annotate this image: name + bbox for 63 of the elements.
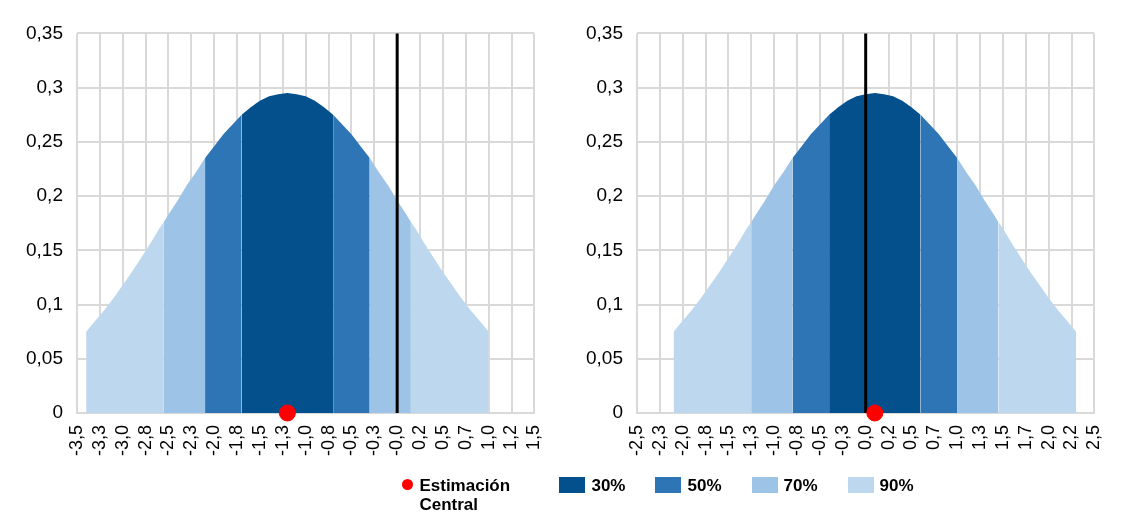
y-tick-label: 0,2 [596, 184, 623, 206]
y-tick-label: 0,05 [26, 346, 63, 368]
x-tick-label: 1,2 [500, 424, 521, 451]
x-tick-label: 0,2 [409, 424, 430, 451]
y-tick-label: 0,25 [26, 130, 63, 152]
x-tick-label: 1,5 [991, 424, 1012, 451]
x-tick-label: 2,0 [1037, 424, 1058, 451]
x-tick-label: 2,5 [1083, 424, 1104, 451]
x-tick-label: -1,8 [694, 424, 715, 457]
x-tick-label: -3,3 [88, 424, 109, 457]
x-tick-label: -1,3 [740, 424, 761, 457]
x-tick-label: 1,0 [946, 424, 967, 451]
x-tick-label: -2,3 [648, 424, 669, 457]
x-tick-label: 1,3 [969, 424, 990, 451]
x-tick-label: -2,0 [203, 424, 224, 457]
legend-label: 70% [783, 476, 818, 495]
legend-label: 30% [591, 476, 626, 495]
y-tick-label: 0,1 [596, 292, 623, 314]
y-tick-label: 0,15 [586, 238, 623, 260]
x-tick-label: 0,0 [854, 424, 875, 451]
x-tick-label: 0,5 [900, 424, 921, 451]
x-tick-label: -3,5 [65, 424, 86, 457]
x-tick-label: 1,7 [1014, 424, 1035, 451]
y-tick-label: 0,05 [586, 346, 623, 368]
y-tick-label: 0,3 [36, 75, 63, 97]
x-tick-label: 1,5 [523, 424, 544, 451]
x-tick-label: 0,7 [923, 424, 944, 451]
y-tick-label: 0,15 [26, 238, 63, 260]
y-tick-label: 0,25 [586, 130, 623, 152]
y-tick-label: 0,35 [26, 21, 63, 43]
y-tick-label: 0,1 [36, 292, 63, 314]
y-tick-label: 0 [612, 401, 623, 423]
legend-label: 50% [687, 476, 722, 495]
x-tick-label: -2,3 [180, 424, 201, 457]
x-tick-label: -2,0 [671, 424, 692, 457]
x-tick-label: -0,0 [386, 424, 407, 457]
x-tick-label: 1,0 [477, 424, 498, 451]
x-tick-label: 0,5 [431, 424, 452, 451]
x-tick-label: -0,3 [831, 424, 852, 457]
x-tick-label: -1,5 [717, 424, 738, 457]
x-tick-label: -0,3 [363, 424, 384, 457]
x-tick-label: 0,2 [877, 424, 898, 451]
x-tick-label: -3,0 [111, 424, 132, 457]
x-tick-label: -0,8 [317, 424, 338, 457]
x-tick-label: -1,0 [294, 424, 315, 457]
legend-label: Estimación Central [419, 476, 512, 514]
x-tick-label: -0,5 [340, 424, 361, 457]
x-tick-label: -2,5 [625, 424, 646, 457]
y-tick-label: 0,2 [36, 184, 63, 206]
x-tick-label: -2,8 [134, 424, 155, 457]
x-tick-label: -2,5 [157, 424, 178, 457]
x-tick-label: -1,0 [763, 424, 784, 457]
legend-label: 90% [879, 476, 914, 495]
y-tick-label: 0 [52, 401, 63, 423]
y-tick-label: 0,35 [586, 21, 623, 43]
x-tick-label: -0,5 [808, 424, 829, 457]
x-tick-label: -1,5 [248, 424, 269, 457]
y-tick-label: 0,3 [596, 75, 623, 97]
x-tick-label: -1,3 [271, 424, 292, 457]
x-tick-label: 2,2 [1060, 424, 1081, 451]
x-tick-label: -0,8 [786, 424, 807, 457]
x-tick-label: -1,8 [226, 424, 247, 457]
x-tick-label: 0,7 [454, 424, 475, 451]
